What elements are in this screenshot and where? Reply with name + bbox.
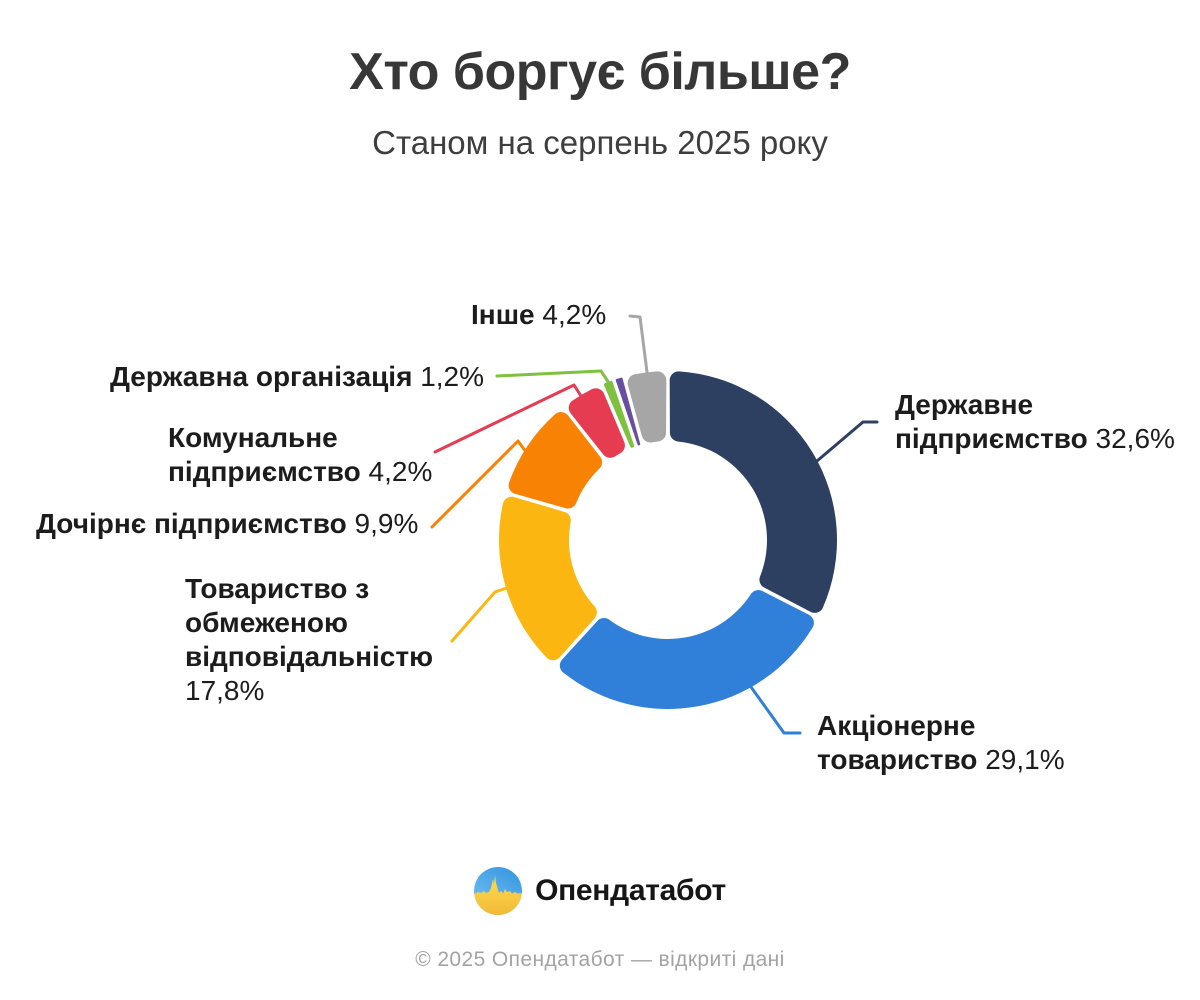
- segment-label-llc-line2: обмеженою: [185, 607, 348, 638]
- segment-label-municipal-enterprise-line1: Комунальне: [168, 422, 338, 453]
- opendatabot-logo-text: Опендатабот: [535, 874, 726, 907]
- donut-segment-unlabeled: [615, 377, 641, 446]
- donut-segment-other: [627, 371, 667, 443]
- segment-label-state-organization-line1: Державна організація 1,2%: [110, 361, 484, 392]
- callout-line-joint-stock-company: [749, 685, 802, 735]
- segment-label-other-line1: Інше 4,2%: [471, 299, 606, 330]
- segment-label-state-enterprise-line2: підприємство 32,6%: [895, 423, 1175, 454]
- donut-segment-state-enterprise: [669, 371, 838, 613]
- segment-label-municipal-enterprise-line2: підприємство 4,2%: [168, 456, 432, 487]
- callout-line-municipal-enterprise: [433, 383, 583, 454]
- page-title: Хто боргує більше?: [349, 43, 851, 101]
- donut-segment-state-organization: [603, 380, 635, 448]
- segment-label-joint-stock-company-line1: Акціонерне: [817, 710, 975, 741]
- segment-label-joint-stock-company-line2: товариство 29,1%: [817, 744, 1065, 775]
- segment-label-state-enterprise-line1: Державне: [895, 389, 1033, 420]
- page-subtitle: Станом на серпень 2025 року: [372, 124, 828, 161]
- flag-waveform-icon: [474, 867, 523, 915]
- segment-label-subsidiary-enterprise-line1: Дочірнє підприємство 9,9%: [36, 508, 418, 539]
- opendatabot-logo: Опендатабот: [0, 867, 1200, 915]
- callout-line-other: [628, 314, 649, 374]
- segment-label-llc-line1: Товариство з: [185, 573, 369, 604]
- segment-value-llc: 17,8%: [185, 675, 264, 706]
- callout-line-subsidiary-enterprise: [430, 439, 528, 529]
- opendatabot-logo-icon: [474, 867, 523, 915]
- donut-segment-municipal-enterprise: [568, 388, 625, 458]
- donut-segment-subsidiary-enterprise: [508, 412, 603, 509]
- donut-segment-joint-stock-company: [559, 590, 814, 710]
- callout-line-llc: [450, 586, 509, 643]
- callout-line-state-enterprise: [815, 420, 879, 463]
- copyright-text: © 2025 Опендатабот — відкриті дані: [415, 948, 785, 971]
- callout-line-state-organization: [495, 369, 611, 385]
- donut-segment-llc: [498, 496, 597, 661]
- segment-label-llc-line3: відповідальністю: [185, 641, 433, 672]
